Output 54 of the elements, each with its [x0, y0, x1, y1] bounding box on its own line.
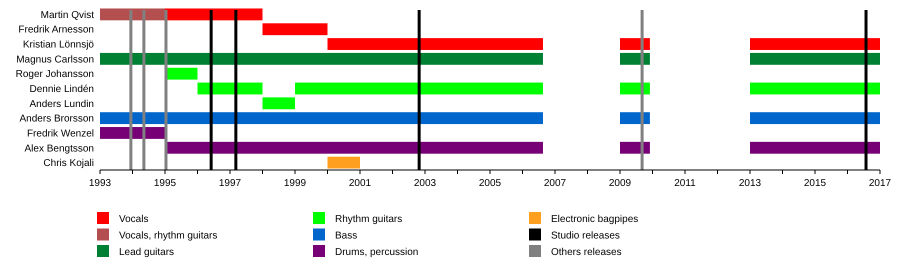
x-tick-label: 1995 — [154, 178, 177, 189]
legend-label: Lead guitars — [119, 247, 174, 258]
legend-label: Others releases — [551, 247, 622, 258]
bar — [750, 112, 880, 124]
bar — [620, 38, 650, 50]
bar — [165, 142, 543, 154]
bar — [165, 68, 198, 80]
x-tick-label: 2003 — [414, 178, 437, 189]
x-tick-label: 2007 — [544, 178, 567, 189]
bar — [100, 112, 543, 124]
bar — [165, 8, 262, 20]
legend-label: Electronic bagpipes — [551, 214, 638, 225]
y-tick-label: Roger Johansson — [16, 69, 94, 80]
x-tick-label: 2015 — [804, 178, 827, 189]
bar — [750, 38, 880, 50]
bar — [750, 52, 880, 65]
bar — [100, 52, 543, 65]
y-tick-label: Magnus Carlsson — [16, 54, 94, 66]
y-tick-label: Fredrik Arnesson — [18, 24, 94, 36]
x-tick-label: 2005 — [478, 178, 502, 189]
bar — [262, 97, 295, 110]
bar — [295, 82, 543, 94]
bar — [620, 112, 650, 124]
x-tick-label: 2011 — [674, 178, 696, 189]
legend-label: Bass — [335, 230, 358, 242]
y-tick-label: Martin Qvist — [40, 10, 94, 21]
bar — [262, 23, 328, 36]
legend-label: Rhythm guitars — [335, 214, 402, 225]
bar — [100, 8, 165, 20]
x-tick-label: 2013 — [738, 178, 762, 189]
x-tick-label: 1997 — [218, 178, 242, 189]
bar — [750, 142, 880, 154]
bar — [198, 82, 262, 94]
x-tick-label: 2001 — [348, 178, 372, 189]
x-tick-label: 2017 — [868, 178, 892, 189]
bar — [328, 38, 543, 50]
bar — [750, 82, 880, 94]
y-tick-label: Anders Brorsson — [20, 114, 94, 125]
y-tick-label: Kristian Lönnsjö — [22, 40, 94, 51]
y-tick-label: Chris Kojali — [43, 158, 94, 170]
x-tick-label: 1999 — [284, 178, 307, 189]
y-tick-label: Anders Lundin — [30, 98, 94, 110]
legend-label: Vocals — [119, 214, 148, 225]
y-tick-label: Dennie Lindén — [30, 84, 94, 95]
y-tick-label: Fredrik Wenzel — [26, 128, 94, 140]
bar — [328, 156, 360, 169]
legend-label: Drums, percussion — [335, 247, 418, 258]
x-tick-label: 2009 — [608, 178, 632, 189]
bar — [100, 127, 165, 139]
legend-label: Vocals, rhythm guitars — [119, 230, 218, 242]
y-tick-label: Alex Bengtsson — [24, 143, 94, 154]
x-tick-label: 1993 — [88, 178, 112, 189]
legend-label: Studio releases — [551, 230, 620, 242]
bar — [620, 52, 650, 65]
